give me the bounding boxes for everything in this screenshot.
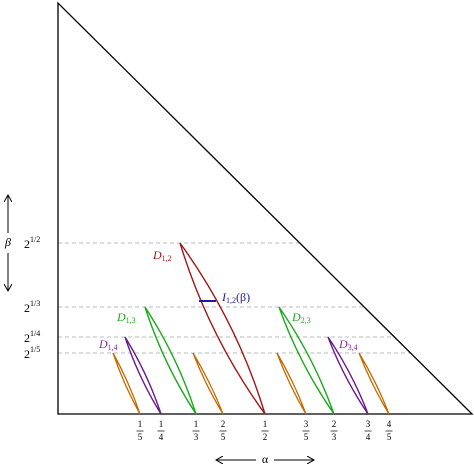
region-label: I1,2(β) [221,290,250,305]
x-label-den: 4 [366,432,371,442]
region-d13 [144,306,197,415]
y-label: 21/5 [24,345,40,361]
x-label-num: 2 [332,419,337,429]
y-label: 21/2 [24,235,40,251]
region-label: D1,3 [116,310,136,325]
x-label-den: 5 [138,432,143,442]
region-label: D2,3 [291,310,311,325]
region-d23 [278,306,335,415]
y-label: 21/3 [24,299,40,315]
x-label-num: 1 [159,419,164,429]
region-d15 [112,352,141,415]
x-label-num: 1 [263,419,268,429]
x-label-den: 5 [221,432,226,442]
y-label: 21/4 [24,329,40,345]
x-label-num: 2 [221,419,226,429]
region-label: D3,4 [338,337,358,352]
y-axis-label: β [4,235,11,249]
x-label-den: 2 [263,432,268,442]
region-d12 [179,242,266,415]
x-label-den: 4 [159,432,164,442]
region-label: D1,4 [98,337,118,352]
x-label-num: 1 [138,419,143,429]
x-axis-label: α [262,452,269,466]
region-label: D1,2 [152,248,172,263]
region-d25 [192,352,224,415]
triangle [57,1,474,415]
x-label-num: 3 [366,419,371,429]
region-d34 [327,336,369,415]
x-label-den: 5 [387,432,392,442]
x-label-num: 3 [304,419,309,429]
region-d35 [276,352,307,415]
x-label-den: 5 [304,432,309,442]
x-label-num: 4 [387,419,392,429]
x-labels: 1 5 1 4 1 3 2 5 1 2 3 5 2 3 3 4 4 5 [136,419,393,442]
x-label-den: 3 [332,432,337,442]
x-label-num: 1 [194,419,199,429]
region-d45 [358,352,390,415]
region-d14 [124,336,162,415]
x-label-den: 3 [194,432,199,442]
